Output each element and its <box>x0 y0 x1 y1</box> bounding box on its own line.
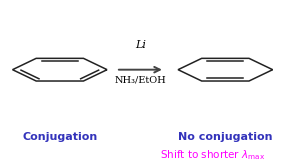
Text: Li: Li <box>135 40 146 50</box>
Text: Conjugation: Conjugation <box>22 132 97 142</box>
Text: Shift to shorter $\lambda_{\mathrm{max}}$: Shift to shorter $\lambda_{\mathrm{max}}… <box>160 148 266 162</box>
Text: No conjugation: No conjugation <box>178 132 273 142</box>
Text: NH₃/EtOH: NH₃/EtOH <box>115 76 166 85</box>
